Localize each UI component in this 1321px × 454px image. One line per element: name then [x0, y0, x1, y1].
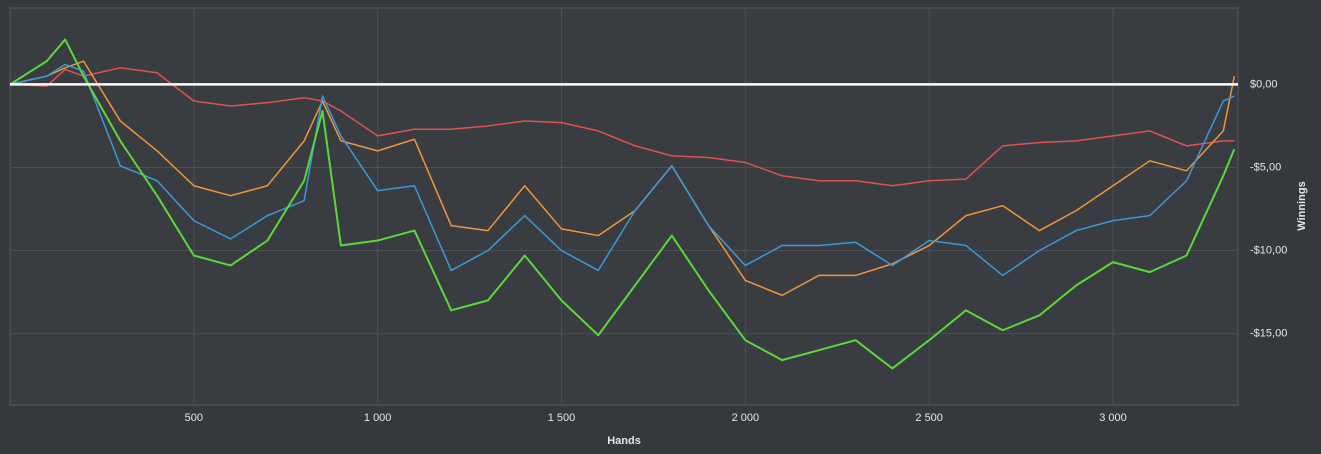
- series-line: [9, 38, 1236, 370]
- series-line: [9, 60, 1236, 297]
- y-tick-label: -$10,00: [1250, 244, 1287, 256]
- y-axis-title: Winnings: [1296, 181, 1308, 230]
- x-tick-label: 1 500: [548, 412, 576, 424]
- x-tick-label: 2 500: [915, 412, 943, 424]
- y-tick-label: -$15,00: [1250, 327, 1287, 339]
- plot-area: [9, 7, 1239, 406]
- x-tick-label: 2 000: [732, 412, 760, 424]
- x-axis-title: Hands: [607, 435, 641, 447]
- y-tick-label: -$5,00: [1250, 161, 1281, 173]
- series-line: [9, 63, 1235, 277]
- y-tick-label: $0,00: [1250, 78, 1278, 90]
- x-tick-label: 1 000: [364, 412, 392, 424]
- x-tick-label: 500: [185, 412, 203, 424]
- series-line: [9, 67, 1235, 187]
- x-tick-label: 3 000: [1099, 412, 1127, 424]
